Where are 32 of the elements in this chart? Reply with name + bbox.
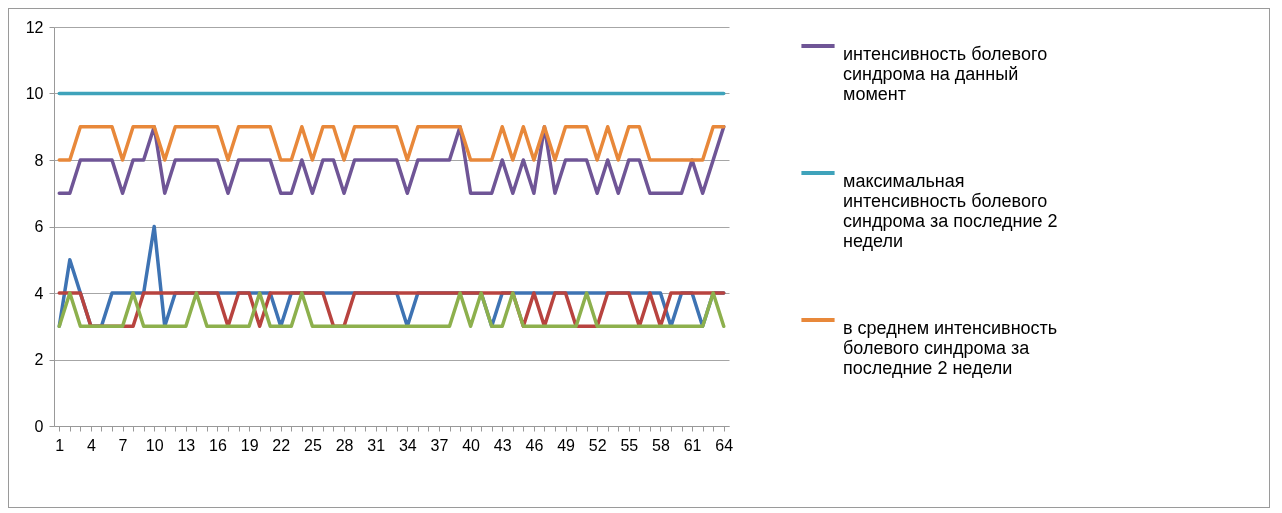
x-tick-label: 13 (177, 436, 196, 454)
x-tick-label: 52 (588, 436, 607, 454)
x-tick-label: 31 (367, 436, 386, 454)
x-tick-label: 34 (398, 436, 417, 454)
x-tick-label: 25 (304, 436, 322, 454)
legend-label: интенсивность болевого синдрома на данный момент (843, 44, 1048, 104)
x-tick-label: 40 (462, 436, 481, 454)
x-tick-label: 19 (240, 436, 259, 454)
y-tick-label: 2 (34, 351, 44, 368)
x-tick-label: 1 (55, 436, 65, 454)
legend-label: максимальная интенсивность болевого синдрома за последние 2 недели (843, 171, 1058, 251)
x-tick-label: 64 (715, 436, 734, 454)
y-tick-label: 0 (34, 417, 44, 435)
x-tick-label: 28 (335, 436, 354, 454)
y-tick-label: 8 (34, 151, 44, 169)
x-tick-label: 10 (145, 436, 164, 454)
x-tick-label: 16 (209, 436, 227, 454)
x-tick-label: 46 (525, 436, 544, 454)
y-tick-label: 4 (34, 284, 44, 302)
y-tick-label: 10 (25, 85, 44, 102)
x-tick-label: 55 (620, 436, 639, 454)
x-tick-label: 61 (683, 436, 702, 454)
x-tick-label: 37 (430, 436, 449, 454)
x-tick-label: 43 (493, 436, 512, 454)
x-tick-label: 49 (557, 436, 576, 454)
x-tick-label: 7 (118, 436, 128, 454)
y-tick-label: 12 (25, 18, 44, 36)
x-tick-label: 4 (86, 436, 96, 454)
legend-label: в среднем интенсивность болевого синдрома за последние 2 недели (843, 318, 1058, 378)
y-tick-label: 6 (34, 218, 44, 235)
x-tick-label: 58 (652, 436, 670, 454)
x-tick-label: 22 (272, 436, 291, 454)
